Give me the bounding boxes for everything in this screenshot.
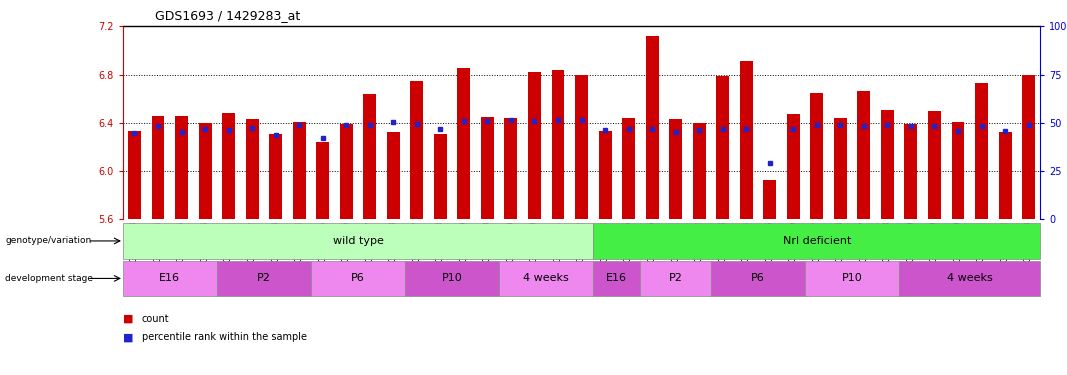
Text: wild type: wild type [333, 236, 383, 246]
Text: count: count [142, 314, 170, 324]
Bar [310, 261, 405, 296]
Bar [622, 118, 635, 219]
Bar [505, 118, 517, 219]
Bar [245, 119, 258, 219]
Bar [739, 61, 752, 219]
Bar [640, 261, 711, 296]
Bar [363, 94, 377, 219]
Text: 4 weeks: 4 weeks [946, 273, 992, 284]
Bar [593, 223, 1040, 259]
Bar [339, 124, 353, 219]
Bar [434, 134, 447, 219]
Bar [905, 124, 918, 219]
Bar [786, 114, 800, 219]
Bar [528, 72, 541, 219]
Text: E16: E16 [159, 273, 180, 284]
Bar [599, 131, 611, 219]
Bar [1022, 75, 1035, 219]
Bar [175, 116, 188, 219]
Bar [481, 117, 494, 219]
Bar [222, 113, 235, 219]
Bar [123, 261, 217, 296]
Bar [316, 142, 329, 219]
Text: development stage: development stage [5, 274, 93, 283]
Bar [975, 83, 988, 219]
Text: P10: P10 [842, 273, 862, 284]
Bar [763, 180, 776, 219]
Bar [575, 75, 588, 219]
Text: P10: P10 [442, 273, 462, 284]
Bar [669, 119, 682, 219]
Bar [405, 261, 499, 296]
Text: P2: P2 [257, 273, 271, 284]
Bar [458, 69, 471, 219]
Bar [858, 92, 871, 219]
Text: genotype/variation: genotype/variation [5, 237, 92, 246]
Bar [711, 261, 805, 296]
Bar [387, 132, 400, 219]
Text: 4 weeks: 4 weeks [523, 273, 569, 284]
Bar [899, 261, 1040, 296]
Bar [198, 123, 211, 219]
Bar [646, 36, 658, 219]
Bar [411, 81, 424, 219]
Bar [834, 118, 847, 219]
Text: Nrl deficient: Nrl deficient [782, 236, 851, 246]
Bar [805, 261, 899, 296]
Text: GDS1693 / 1429283_at: GDS1693 / 1429283_at [155, 9, 300, 22]
Bar [692, 123, 705, 219]
Bar [881, 110, 894, 219]
Bar [593, 261, 640, 296]
Bar [552, 70, 564, 219]
Bar [952, 122, 965, 219]
Bar [292, 122, 305, 219]
Bar [152, 116, 164, 219]
Bar [999, 132, 1012, 219]
Text: P6: P6 [351, 273, 365, 284]
Bar [128, 131, 141, 219]
Bar [928, 111, 941, 219]
Bar [810, 93, 824, 219]
Text: ■: ■ [123, 333, 133, 342]
Bar [217, 261, 310, 296]
Bar [716, 76, 729, 219]
Text: percentile rank within the sample: percentile rank within the sample [142, 333, 307, 342]
Text: P6: P6 [751, 273, 765, 284]
Bar [123, 223, 593, 259]
Bar [269, 134, 282, 219]
Text: P2: P2 [669, 273, 683, 284]
Bar [499, 261, 593, 296]
Text: ■: ■ [123, 314, 133, 324]
Text: E16: E16 [606, 273, 627, 284]
